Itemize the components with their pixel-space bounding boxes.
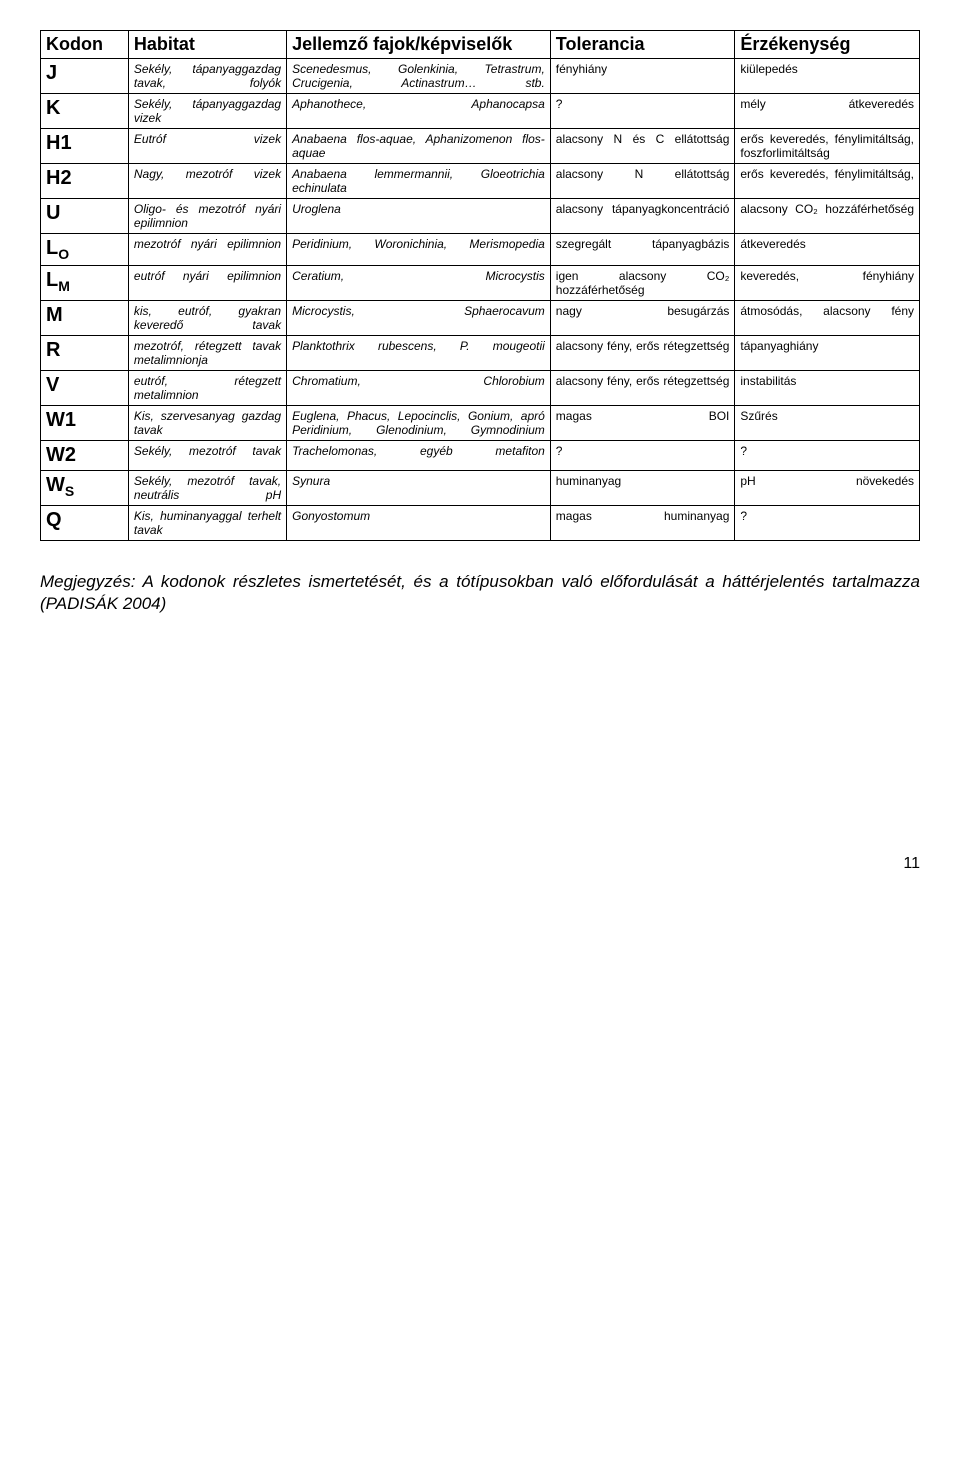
faj-cell: Euglena, Phacus, Lepocinclis, Gonium, ap… — [287, 406, 551, 441]
table-row: KSekély, tápanyaggazdag vizekAphanothece… — [41, 94, 920, 129]
kodon-cell: W1 — [41, 406, 129, 441]
tol-cell: ? — [550, 441, 735, 471]
table-row: WSSekély, mezotróf tavak, neutrális pHSy… — [41, 471, 920, 506]
faj-cell: Anabaena lemmermannii, Gloeotrichia echi… — [287, 164, 551, 199]
tol-cell: ? — [550, 94, 735, 129]
habitat-cell: kis, eutróf, gyakran keveredő tavak — [128, 301, 286, 336]
table-row: H2Nagy, mezotróf vizekAnabaena lemmerman… — [41, 164, 920, 199]
faj-cell: Ceratium, Microcystis — [287, 266, 551, 301]
table-row: Mkis, eutróf, gyakran keveredő tavakMicr… — [41, 301, 920, 336]
kodon-cell: J — [41, 59, 129, 94]
kodon-cell: M — [41, 301, 129, 336]
kodon-cell: LO — [41, 234, 129, 266]
faj-cell: Planktothrix rubescens, P. mougeotii — [287, 336, 551, 371]
faj-cell: Scenedesmus, Golenkinia, Tetrastrum, Cru… — [287, 59, 551, 94]
table-row: Veutróf, rétegzett metalimnionChromatium… — [41, 371, 920, 406]
faj-cell: Microcystis, Sphaerocavum — [287, 301, 551, 336]
habitat-cell: eutróf nyári epilimnion — [128, 266, 286, 301]
habitat-cell: Sekély, tápanyaggazdag tavak, folyók — [128, 59, 286, 94]
erz-cell: keveredés, fényhiány — [735, 266, 920, 301]
kodon-cell: W2 — [41, 441, 129, 471]
erz-cell: instabilitás — [735, 371, 920, 406]
erz-cell: ? — [735, 441, 920, 471]
table-row: QKis, huminanyaggal terhelt tavakGonyost… — [41, 506, 920, 541]
erz-cell: ? — [735, 506, 920, 541]
page-number: 11 — [40, 855, 920, 873]
kodon-cell: U — [41, 199, 129, 234]
table-row: LOmezotróf nyári epilimnionPeridinium, W… — [41, 234, 920, 266]
table-row: H1Eutróf vizekAnabaena flos-aquae, Aphan… — [41, 129, 920, 164]
kodon-cell: H2 — [41, 164, 129, 199]
tol-cell: alacsony N és C ellátottság — [550, 129, 735, 164]
erz-cell: mély átkeveredés — [735, 94, 920, 129]
tol-cell: alacsony N ellátottság — [550, 164, 735, 199]
erz-cell: pH növekedés — [735, 471, 920, 506]
tol-cell: fényhiány — [550, 59, 735, 94]
habitat-cell: Sekély, mezotróf tavak — [128, 441, 286, 471]
habitat-cell: Sekély, tápanyaggazdag vizek — [128, 94, 286, 129]
erz-cell: alacsony CO₂ hozzáférhetőség — [735, 199, 920, 234]
kodon-cell: H1 — [41, 129, 129, 164]
header-erz: Érzékenység — [735, 31, 920, 59]
erz-cell: Szűrés — [735, 406, 920, 441]
kodon-cell: V — [41, 371, 129, 406]
erz-cell: erős keveredés, fénylimitáltság, foszfor… — [735, 129, 920, 164]
header-faj: Jellemző fajok/képviselők — [287, 31, 551, 59]
table-row: W1Kis, szervesanyag gazdag tavakEuglena,… — [41, 406, 920, 441]
table-row: LMeutróf nyári epilimnionCeratium, Micro… — [41, 266, 920, 301]
table-header-row: Kodon Habitat Jellemző fajok/képviselők … — [41, 31, 920, 59]
faj-cell: Anabaena flos-aquae, Aphanizomenon flos-… — [287, 129, 551, 164]
faj-cell: Chromatium, Chlorobium — [287, 371, 551, 406]
tol-cell: magas BOI — [550, 406, 735, 441]
erz-cell: átmosódás, alacsony fény — [735, 301, 920, 336]
table-row: W2Sekély, mezotróf tavakTrachelomonas, e… — [41, 441, 920, 471]
habitat-cell: mezotróf nyári epilimnion — [128, 234, 286, 266]
tol-cell: alacsony fény, erős rétegzettség — [550, 336, 735, 371]
habitat-cell: Nagy, mezotróf vizek — [128, 164, 286, 199]
faj-cell: Uroglena — [287, 199, 551, 234]
header-kodon: Kodon — [41, 31, 129, 59]
kodon-cell: Q — [41, 506, 129, 541]
tol-cell: szegregált tápanyagbázis — [550, 234, 735, 266]
erz-cell: tápanyaghiány — [735, 336, 920, 371]
habitat-cell: Sekély, mezotróf tavak, neutrális pH — [128, 471, 286, 506]
faj-cell: Synura — [287, 471, 551, 506]
habitat-cell: Oligo- és mezotróf nyári epilimnion — [128, 199, 286, 234]
habitat-cell: eutróf, rétegzett metalimnion — [128, 371, 286, 406]
tol-cell: alacsony fény, erős rétegzettség — [550, 371, 735, 406]
erz-cell: kiülepedés — [735, 59, 920, 94]
kodon-table: Kodon Habitat Jellemző fajok/képviselők … — [40, 30, 920, 541]
erz-cell: átkeveredés — [735, 234, 920, 266]
kodon-cell: K — [41, 94, 129, 129]
faj-cell: Trachelomonas, egyéb metafiton — [287, 441, 551, 471]
faj-cell: Aphanothece, Aphanocapsa — [287, 94, 551, 129]
header-tol: Tolerancia — [550, 31, 735, 59]
habitat-cell: mezotróf, rétegzett tavak metalimnionja — [128, 336, 286, 371]
table-row: JSekély, tápanyaggazdag tavak, folyókSce… — [41, 59, 920, 94]
tol-cell: magas huminanyag — [550, 506, 735, 541]
faj-cell: Peridinium, Woronichinia, Merismopedia — [287, 234, 551, 266]
kodon-cell: WS — [41, 471, 129, 506]
habitat-cell: Eutróf vizek — [128, 129, 286, 164]
habitat-cell: Kis, szervesanyag gazdag tavak — [128, 406, 286, 441]
tol-cell: nagy besugárzás — [550, 301, 735, 336]
kodon-cell: R — [41, 336, 129, 371]
habitat-cell: Kis, huminanyaggal terhelt tavak — [128, 506, 286, 541]
tol-cell: huminanyag — [550, 471, 735, 506]
header-habitat: Habitat — [128, 31, 286, 59]
table-row: Rmezotróf, rétegzett tavak metalimnionja… — [41, 336, 920, 371]
faj-cell: Gonyostomum — [287, 506, 551, 541]
erz-cell: erős keveredés, fénylimitáltság, — [735, 164, 920, 199]
note-text: Megjegyzés: A kodonok részletes ismertet… — [40, 571, 920, 615]
tol-cell: igen alacsony CO₂ hozzáférhetőség — [550, 266, 735, 301]
kodon-cell: LM — [41, 266, 129, 301]
tol-cell: alacsony tápanyagkoncentráció — [550, 199, 735, 234]
table-row: UOligo- és mezotróf nyári epilimnionUrog… — [41, 199, 920, 234]
